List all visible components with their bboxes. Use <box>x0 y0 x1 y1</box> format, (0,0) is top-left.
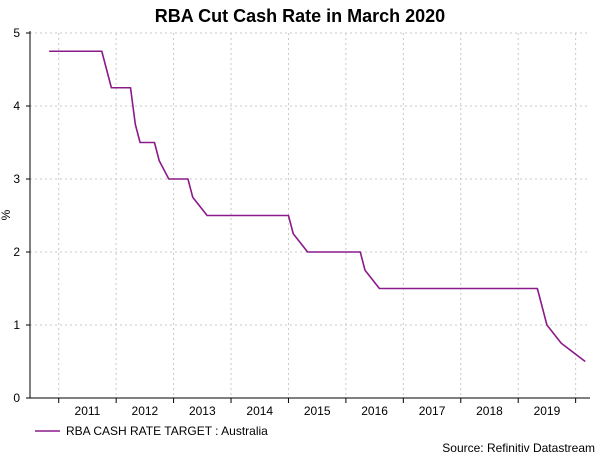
source-note: Source: Refinitiv Datastream <box>442 441 595 455</box>
y-tick-label-5: 5 <box>13 26 20 40</box>
x-tick-label-2012: 2012 <box>132 404 159 418</box>
x-tick-label-2019: 2019 <box>534 404 561 418</box>
x-tick-label-2013: 2013 <box>189 404 216 418</box>
legend: RBA CASH RATE TARGET : Australia <box>35 424 268 438</box>
y-axis-label: % <box>0 209 13 220</box>
y-tick-label-0: 0 <box>13 391 20 405</box>
y-tick-label-2: 2 <box>13 245 20 259</box>
y-tick-label-1: 1 <box>13 318 20 332</box>
series-line-0 <box>49 50 586 363</box>
axes-layer: 0 1 2 3 4 5 2011 2012 2013 2014 2015 2016 2017 2018 20… <box>13 26 590 418</box>
legend-label: RBA CASH RATE TARGET : Australia <box>66 424 268 438</box>
x-tick-label-2018: 2018 <box>476 404 503 418</box>
y-tick-label-3: 3 <box>13 172 20 186</box>
series-layer <box>49 50 586 363</box>
chart-title: RBA Cut Cash Rate in March 2020 <box>155 6 445 26</box>
x-tick-label-2014: 2014 <box>246 404 273 418</box>
x-tick-label-2011: 2011 <box>75 404 101 418</box>
y-tick-label-4: 4 <box>13 99 20 113</box>
x-tick-label-2015: 2015 <box>304 404 331 418</box>
x-tick-label-2016: 2016 <box>361 404 388 418</box>
grid-layer <box>30 32 590 398</box>
x-tick-label-2017: 2017 <box>419 404 446 418</box>
